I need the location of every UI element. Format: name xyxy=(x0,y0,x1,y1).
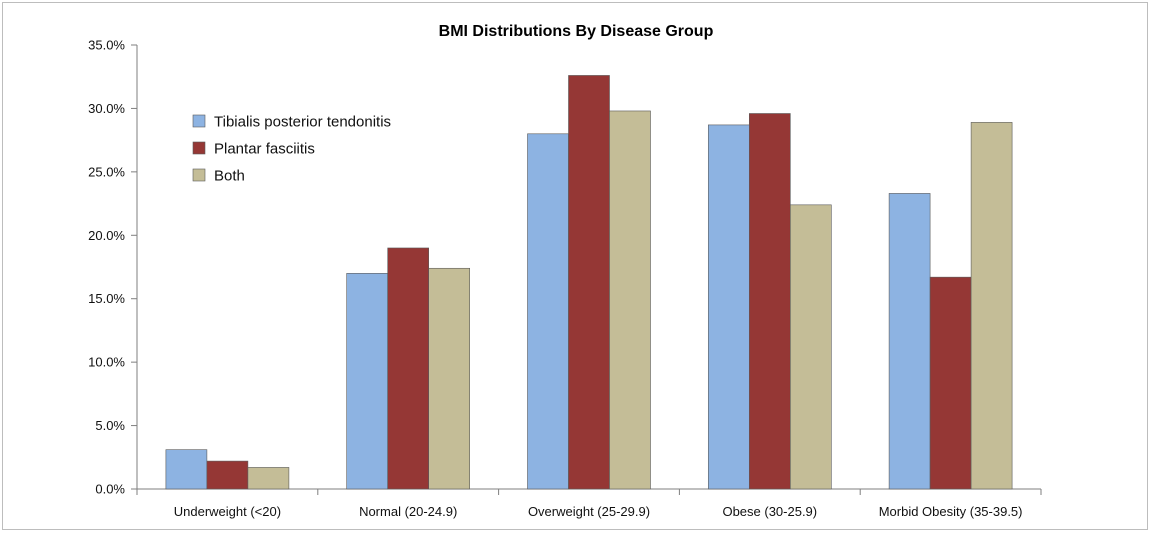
legend-swatch xyxy=(192,114,206,128)
legend-label: Plantar fasciitis xyxy=(214,141,315,158)
bar-series-0-cat-4 xyxy=(888,193,931,490)
x-tick-label: Obese (30-25.9) xyxy=(722,504,817,519)
bar-series-0-cat-1 xyxy=(346,273,389,490)
legend-swatch xyxy=(192,168,206,182)
bar-series-1-cat-2 xyxy=(568,75,610,490)
bars xyxy=(165,75,1013,490)
bar-series-2-cat-0 xyxy=(247,467,290,490)
bar-series-1-cat-0 xyxy=(206,460,249,490)
y-tick-label: 10.0% xyxy=(88,355,125,370)
bar-series-2-cat-2 xyxy=(609,110,651,490)
legend: Tibialis posterior tendonitis Plantar fas… xyxy=(192,114,391,185)
bar-series-0-cat-2 xyxy=(527,133,569,490)
bar-series-2-cat-1 xyxy=(428,267,471,490)
y-tick-label: 0.0% xyxy=(95,482,125,497)
bar-series-2-cat-4 xyxy=(970,122,1013,490)
y-tick-label: 20.0% xyxy=(88,228,125,243)
bar-series-1-cat-4 xyxy=(929,276,972,490)
bar-series-1-cat-3 xyxy=(748,113,791,490)
x-tick-label: Morbid Obesity (35-39.5) xyxy=(879,504,1023,519)
y-tick-label: 5.0% xyxy=(95,418,125,433)
bar-series-1-cat-1 xyxy=(387,247,430,490)
x-tick-label: Underweight (<20) xyxy=(174,504,281,519)
x-tick-label: Overweight (25-29.9) xyxy=(528,504,650,519)
y-tick-label: 35.0% xyxy=(88,38,125,53)
legend-label: Tibialis posterior tendonitis xyxy=(214,114,391,131)
x-tick-label: Normal (20-24.9) xyxy=(359,504,457,519)
chart-title: BMI Distributions By Disease Group xyxy=(439,23,714,40)
bar-series-2-cat-3 xyxy=(789,204,832,490)
legend-swatch xyxy=(192,141,206,155)
bar-series-0-cat-3 xyxy=(707,124,750,490)
y-tick-label: 30.0% xyxy=(88,101,125,116)
bar-series-0-cat-0 xyxy=(165,449,208,490)
legend-label: Both xyxy=(214,168,245,185)
y-axis: 0.0% 5.0% 10.0% 15.0% 20.0% 25.0% 30.0% 35.0% xyxy=(88,38,138,497)
y-tick-label: 25.0% xyxy=(88,164,125,179)
x-axis: Underweight (<20) Normal (20-24.9) Overwei… xyxy=(136,488,1042,519)
y-tick-label: 15.0% xyxy=(88,291,125,306)
